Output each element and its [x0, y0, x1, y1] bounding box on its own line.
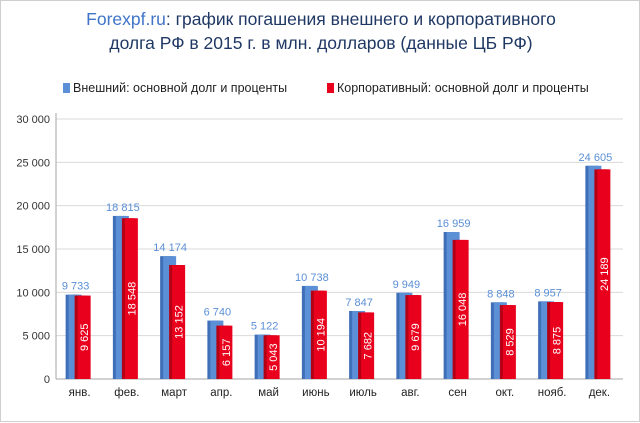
data-label-corporate: 8 529 — [504, 328, 516, 356]
data-label-corporate: 6 157 — [221, 339, 233, 367]
legend-item-external: Внешний: основной долг и проценты — [63, 81, 287, 95]
data-label-corporate: 9 625 — [79, 324, 91, 352]
bar-corporate — [77, 295, 91, 379]
legend: Внешний: основной долг и проценты Корпор… — [63, 81, 623, 99]
data-label-external: 16 959 — [437, 218, 471, 230]
data-label-external: 6 740 — [204, 307, 232, 319]
x-tick-label: июль — [349, 387, 377, 399]
legend-label-external: Внешний: основной долг и проценты — [73, 81, 288, 95]
y-tick-label: 10 000 — [16, 287, 50, 299]
title-line2: долга РФ в 2015 г. в млн. долларов (данн… — [109, 33, 533, 53]
data-label-corporate: 13 152 — [174, 305, 186, 339]
data-label-corporate: 5 043 — [268, 343, 280, 371]
data-label-external: 24 605 — [579, 152, 613, 164]
x-tick-label: май — [258, 387, 279, 399]
data-label-corporate: 18 548 — [126, 282, 138, 316]
title-line1: : график погашения внешнего и корпоратив… — [165, 9, 556, 29]
legend-swatch-corporate — [327, 83, 334, 93]
bar-corporate — [550, 302, 564, 379]
bar-corporate — [361, 312, 375, 379]
x-tick-label: фев. — [114, 387, 139, 399]
data-label-external: 18 815 — [106, 202, 140, 214]
x-tick-label: июнь — [302, 387, 329, 399]
data-label-corporate: 7 682 — [363, 332, 375, 360]
y-tick-label: 15 000 — [16, 244, 50, 256]
x-tick-label: нояб. — [538, 387, 567, 399]
y-tick-label: 20 000 — [16, 201, 50, 213]
chart-title: Forexpf.ru: график погашения внешнего и … — [1, 7, 640, 55]
data-label-external: 10 738 — [295, 272, 329, 284]
legend-swatch-external — [63, 83, 70, 93]
bar-corporate — [455, 239, 469, 379]
data-label-corporate: 8 875 — [552, 327, 564, 355]
legend-label-corporate: Корпоративный: основной долг и проценты — [337, 81, 589, 95]
title-brand: Forexpf.ru — [86, 9, 166, 29]
y-tick-label: 5 000 — [22, 331, 50, 343]
data-label-external: 7 847 — [345, 297, 373, 309]
x-tick-label: авг. — [401, 387, 420, 399]
bar-corporate — [597, 169, 611, 379]
y-tick-label: 0 — [44, 374, 50, 386]
data-label-external: 9 733 — [62, 281, 90, 293]
data-label-external: 14 174 — [153, 242, 187, 254]
x-tick-label: апр. — [210, 387, 232, 399]
bar-corporate — [219, 325, 233, 379]
x-tick-label: сен — [448, 387, 467, 399]
data-label-external: 9 949 — [393, 279, 421, 291]
x-tick-label: март — [161, 387, 187, 399]
x-tick-label: окт. — [496, 387, 515, 399]
data-label-external: 8 848 — [487, 288, 515, 300]
data-label-corporate: 24 189 — [599, 257, 611, 291]
bar-corporate — [502, 305, 516, 379]
bar-corporate — [313, 290, 327, 379]
data-label-corporate: 16 048 — [457, 293, 469, 327]
data-label-corporate: 9 679 — [410, 323, 422, 351]
data-label-external: 8 957 — [534, 287, 562, 299]
data-label-corporate: 10 194 — [315, 318, 327, 352]
legend-item-corporate: Корпоративный: основной долг и проценты — [327, 81, 589, 95]
bar-corporate — [408, 295, 422, 379]
y-tick-label: 25 000 — [16, 157, 50, 169]
x-tick-label: дек. — [589, 387, 610, 399]
bar-corporate — [266, 335, 280, 379]
bar-corporate — [124, 218, 138, 379]
bar-corporate — [172, 265, 186, 379]
data-label-external: 5 122 — [251, 321, 279, 333]
x-tick-label: янв. — [69, 387, 91, 399]
y-tick-label: 30 000 — [16, 114, 50, 126]
